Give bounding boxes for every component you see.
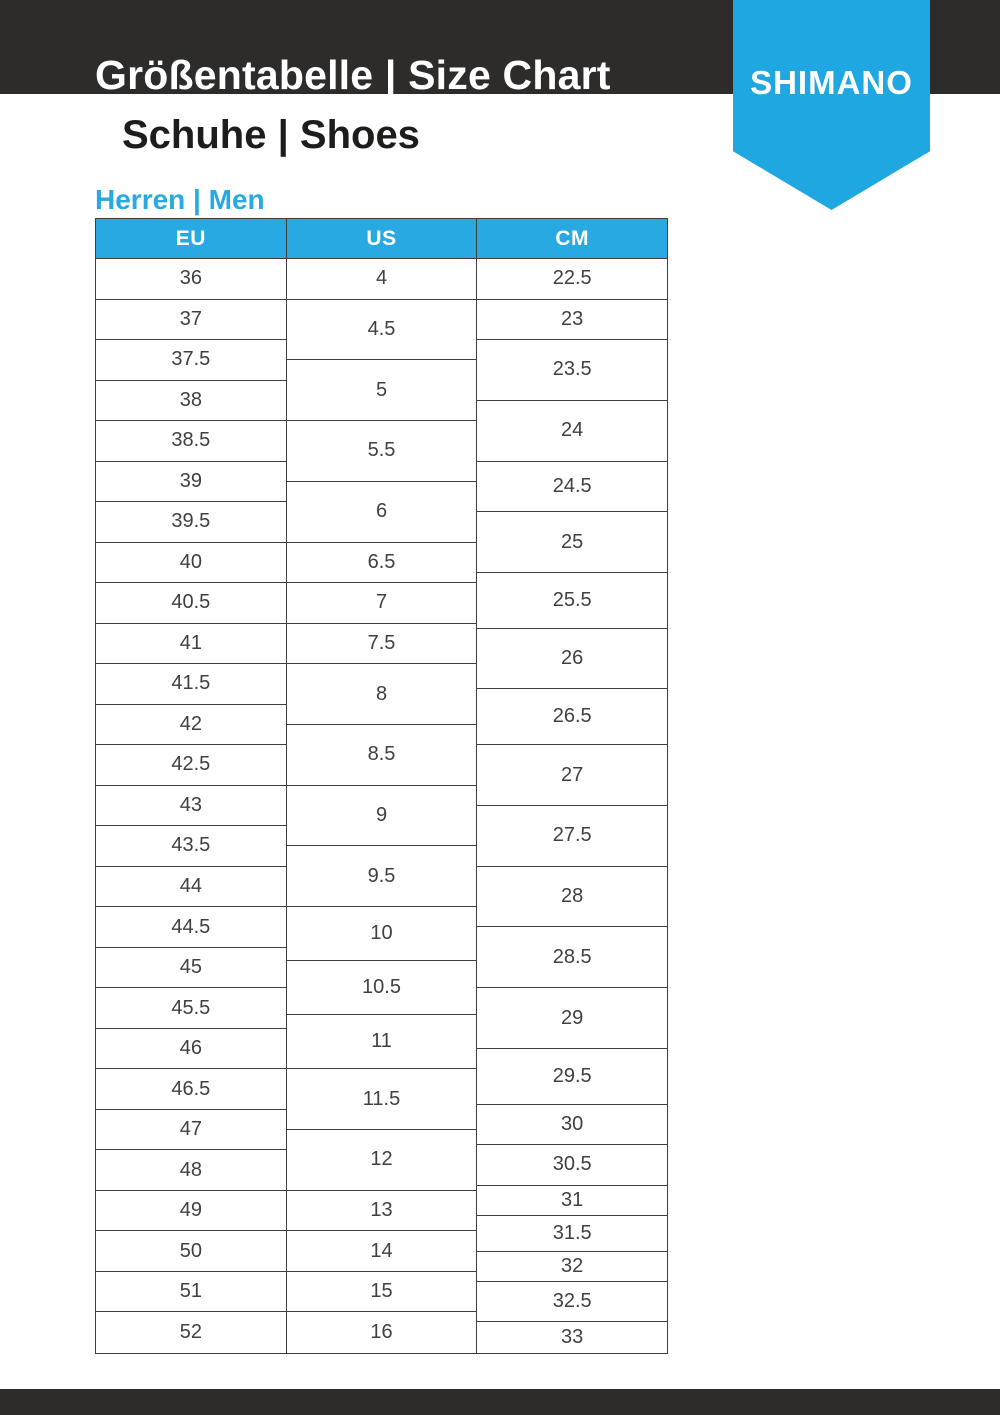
size-cell-cm-23: 23	[477, 300, 667, 341]
section-label: Herren | Men	[95, 184, 265, 215]
size-cell-eu-37: 37	[96, 300, 286, 341]
column-header-cm: CM	[476, 219, 668, 258]
size-cell-eu-39: 39	[96, 462, 286, 503]
size-cell-cm-26.5: 26.5	[477, 689, 667, 746]
size-cell-cm-23.5: 23.5	[477, 340, 667, 401]
page-title: Größentabelle | Size Chart	[95, 52, 611, 98]
size-cell-eu-38: 38	[96, 381, 286, 422]
size-cell-eu-39.5: 39.5	[96, 502, 286, 543]
size-cell-cm-27: 27	[477, 745, 667, 806]
size-cell-cm-24: 24	[477, 401, 667, 462]
size-cell-cm-28: 28	[477, 867, 667, 928]
size-cell-us-5: 5	[286, 360, 477, 422]
size-cell-cm-29: 29	[477, 988, 667, 1049]
brand-ribbon: SHIMANO	[733, 0, 930, 210]
size-cell-cm-33: 33	[561, 1326, 584, 1349]
size-cell-us-7.5: 7.5	[286, 624, 477, 665]
size-cell-eu-45.5: 45.5	[96, 988, 286, 1029]
size-cell-eu-40: 40	[96, 543, 286, 584]
size-cell-eu-41: 41	[96, 624, 286, 665]
size-cell-eu-46.5: 46.5	[96, 1069, 286, 1110]
size-cell-cm-31: 31	[477, 1186, 667, 1217]
size-cell-eu-50: 50	[96, 1231, 286, 1272]
size-cell-cm-32: 32	[477, 1252, 667, 1282]
size-cell-eu-42: 42	[96, 705, 286, 746]
size-cell-us-9: 9	[286, 786, 477, 847]
size-cell-eu-52: 52	[179, 1321, 202, 1344]
column-eu: 36 37 37.5 38 38.5 39 39.5 40 40.5 41 41.5 42 42.5 43…	[96, 259, 286, 1353]
size-cell-eu-41.5: 41.5	[96, 664, 286, 705]
column-header-us: US	[285, 219, 477, 258]
size-cell-us-8: 8	[286, 664, 477, 725]
column-cm: 22.5 23 23.5 24 24.5 25 25.5 26 26.5 27 27.5 28 28.5…	[476, 259, 667, 1353]
size-cell-cm-31.5: 31.5	[477, 1216, 667, 1252]
size-cell-us-5.5: 5.5	[286, 421, 477, 482]
size-cell-us-6: 6	[286, 482, 477, 543]
size-cell-us-9.5: 9.5	[286, 846, 477, 908]
size-cell-us-8.5: 8.5	[286, 725, 477, 786]
size-cell-eu-49: 49	[96, 1191, 286, 1232]
table-header-row: EU US CM	[96, 219, 668, 259]
size-cell-us-13: 13	[286, 1191, 477, 1232]
size-cell-cm-25: 25	[477, 512, 667, 573]
size-cell-cm-30: 30	[477, 1105, 667, 1146]
size-cell-eu-43.5: 43.5	[96, 826, 286, 867]
size-cell-eu-38.5: 38.5	[96, 421, 286, 462]
size-cell-us-10: 10	[286, 907, 477, 962]
size-cell-cm-26: 26	[477, 629, 667, 690]
size-cell-eu-46: 46	[96, 1029, 286, 1070]
size-cell-eu-42.5: 42.5	[96, 745, 286, 786]
size-cell-us-11: 11	[286, 1015, 477, 1070]
page-subtitle: Schuhe | Shoes	[122, 113, 420, 157]
size-cell-cm-29.5: 29.5	[477, 1049, 667, 1105]
size-cell-us-6.5: 6.5	[286, 543, 477, 584]
size-cell-eu-47: 47	[96, 1110, 286, 1151]
size-cell-eu-40.5: 40.5	[96, 583, 286, 624]
size-cell-us-7: 7	[286, 583, 477, 624]
size-cell-us-12: 12	[286, 1130, 477, 1191]
column-us: 4 4.5 5 5.5 6 6.5 7 7.5 8 8.5 9 9.5 10 10.5 11 11.5 12 13…	[285, 259, 477, 1353]
size-cell-cm-24.5: 24.5	[477, 462, 667, 513]
size-cell-us-15: 15	[286, 1272, 477, 1313]
size-cell-us-10.5: 10.5	[286, 961, 477, 1016]
size-chart-table: EU US CM 36 37 37.5 38 38.5 39 39.5 40 40.5 41 41.5 4…	[95, 218, 668, 1354]
footer-bar	[0, 1389, 1000, 1415]
size-cell-cm-27.5: 27.5	[477, 806, 667, 867]
size-cell-cm-28.5: 28.5	[477, 927, 667, 989]
size-cell-eu-43: 43	[96, 786, 286, 827]
size-cell-cm-30.5: 30.5	[477, 1145, 667, 1186]
column-header-eu: EU	[96, 219, 286, 258]
size-cell-cm-32.5: 32.5	[477, 1282, 667, 1323]
size-cell-us-4.5: 4.5	[286, 300, 477, 361]
size-cell-eu-36: 36	[96, 259, 286, 300]
size-cell-cm-25.5: 25.5	[477, 573, 667, 629]
size-cell-eu-37.5: 37.5	[96, 340, 286, 381]
table-body: 36 37 37.5 38 38.5 39 39.5 40 40.5 41 41.5 42 42.5 43…	[96, 259, 667, 1353]
size-cell-us-11.5: 11.5	[286, 1069, 477, 1131]
size-cell-us-4: 4	[286, 259, 477, 300]
size-cell-us-14: 14	[286, 1231, 477, 1272]
size-cell-cm-22.5: 22.5	[477, 259, 667, 300]
size-cell-us-16: 16	[370, 1321, 393, 1344]
size-cell-eu-44.5: 44.5	[96, 907, 286, 948]
size-cell-eu-51: 51	[96, 1272, 286, 1313]
size-cell-eu-48: 48	[96, 1150, 286, 1191]
brand-logo: SHIMANO	[750, 64, 913, 101]
size-cell-eu-45: 45	[96, 948, 286, 989]
size-cell-eu-44: 44	[96, 867, 286, 908]
